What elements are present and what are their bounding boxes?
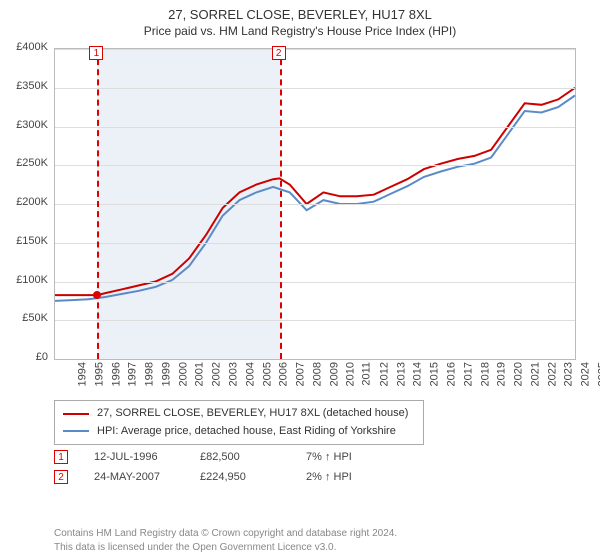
- x-axis-label: 1996: [110, 362, 122, 386]
- x-axis-label: 2003: [227, 362, 239, 386]
- x-axis-label: 2007: [295, 362, 307, 386]
- y-axis-label: £350K: [2, 80, 48, 92]
- legend-label-1: 27, SORREL CLOSE, BEVERLEY, HU17 8XL (de…: [97, 405, 408, 423]
- subtitle: Price paid vs. HM Land Registry's House …: [0, 24, 600, 38]
- series-price_paid: [55, 88, 575, 295]
- x-axis-label: 1994: [76, 362, 88, 386]
- date-cell: 12-JUL-1996: [94, 451, 174, 463]
- event-marker-icon: 1: [89, 46, 103, 60]
- x-axis-label: 2008: [311, 362, 323, 386]
- x-axis-label: 1997: [127, 362, 139, 386]
- x-axis-label: 2010: [345, 362, 357, 386]
- x-axis-label: 2014: [412, 362, 424, 386]
- transaction-row: 2 24-MAY-2007 £224,950 2% ↑ HPI: [54, 470, 580, 484]
- x-axis-label: 2018: [479, 362, 491, 386]
- y-axis-label: £300K: [2, 119, 48, 131]
- legend-label-2: HPI: Average price, detached house, East…: [97, 423, 396, 441]
- x-axis-label: 2004: [244, 362, 256, 386]
- x-axis-label: 2016: [446, 362, 458, 386]
- y-axis-label: £150K: [2, 235, 48, 247]
- x-axis-label: 2001: [194, 362, 206, 386]
- x-axis-label: 2017: [462, 362, 474, 386]
- y-axis-label: £250K: [2, 157, 48, 169]
- footnote: Contains HM Land Registry data © Crown c…: [54, 527, 580, 554]
- footnote-line-2: This data is licensed under the Open Gov…: [54, 541, 580, 555]
- x-axis-label: 1999: [160, 362, 172, 386]
- legend-swatch-1: [63, 413, 89, 415]
- x-axis-label: 2009: [328, 362, 340, 386]
- marker-2-icon: 2: [54, 470, 68, 484]
- legend-swatch-2: [63, 430, 89, 432]
- price-cell: £224,950: [200, 471, 280, 483]
- legend-row: HPI: Average price, detached house, East…: [63, 423, 415, 441]
- x-axis-label: 2006: [278, 362, 290, 386]
- date-cell: 24-MAY-2007: [94, 471, 174, 483]
- x-axis-label: 2025: [596, 362, 600, 386]
- x-axis-label: 2021: [529, 362, 541, 386]
- x-axis-label: 2022: [546, 362, 558, 386]
- delta-cell: 7% ↑ HPI: [306, 451, 386, 463]
- chart-area: [54, 48, 576, 360]
- y-axis-label: £0: [2, 351, 48, 363]
- x-axis-label: 2005: [261, 362, 273, 386]
- price-cell: £82,500: [200, 451, 280, 463]
- x-axis-label: 1998: [144, 362, 156, 386]
- x-axis-label: 2012: [378, 362, 390, 386]
- y-axis-label: £100K: [2, 274, 48, 286]
- x-axis-label: 2023: [563, 362, 575, 386]
- x-axis-label: 2020: [513, 362, 525, 386]
- x-axis-label: 2002: [211, 362, 223, 386]
- x-axis-label: 2015: [429, 362, 441, 386]
- delta-cell: 2% ↑ HPI: [306, 471, 386, 483]
- x-axis-label: 2019: [496, 362, 508, 386]
- legend-row: 27, SORREL CLOSE, BEVERLEY, HU17 8XL (de…: [63, 405, 415, 423]
- x-axis-label: 2013: [395, 362, 407, 386]
- legend-box: 27, SORREL CLOSE, BEVERLEY, HU17 8XL (de…: [54, 400, 424, 445]
- marker-1-icon: 1: [54, 450, 68, 464]
- transaction-rows: 1 12-JUL-1996 £82,500 7% ↑ HPI 2 24-MAY-…: [54, 450, 580, 490]
- x-axis-label: 2011: [361, 362, 373, 386]
- x-axis-label: 2000: [177, 362, 189, 386]
- footnote-line-1: Contains HM Land Registry data © Crown c…: [54, 527, 580, 541]
- x-axis-label: 1995: [93, 362, 105, 386]
- y-axis-label: £400K: [2, 41, 48, 53]
- transaction-row: 1 12-JUL-1996 £82,500 7% ↑ HPI: [54, 450, 580, 464]
- y-axis-label: £200K: [2, 196, 48, 208]
- page-title: 27, SORREL CLOSE, BEVERLEY, HU17 8XL: [0, 0, 600, 24]
- x-axis-label: 2024: [580, 362, 592, 386]
- y-axis-label: £50K: [2, 312, 48, 324]
- event-marker-icon: 2: [272, 46, 286, 60]
